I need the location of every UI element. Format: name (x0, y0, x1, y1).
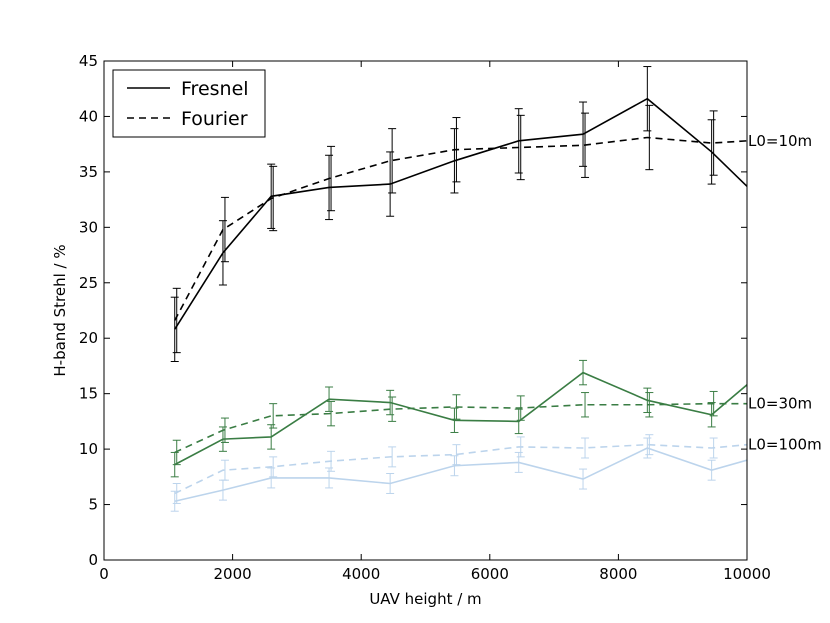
error-bar (707, 402, 716, 428)
y-tick-label: 35 (79, 163, 98, 181)
annotation-l0-2: L0=100m (748, 436, 822, 454)
series-line-fourier-1 (174, 402, 747, 454)
x-tick-label: 4000 (342, 565, 380, 583)
legend-box (112, 69, 266, 138)
plot-area (104, 61, 747, 560)
error-bar (269, 403, 278, 429)
error-bar (514, 451, 523, 473)
error-bar (170, 490, 179, 512)
error-bar (327, 145, 336, 212)
error-bar (709, 437, 718, 459)
error-bar (581, 437, 590, 459)
error-bar (220, 196, 229, 263)
x-tick-label: 10000 (723, 565, 771, 583)
error-bar (450, 455, 459, 477)
legend-label-fresnel: Fresnel (181, 78, 249, 100)
error-bar (452, 117, 461, 183)
error-bar (516, 436, 525, 458)
x-axis-label: UAV height / m (369, 590, 481, 608)
error-bar (388, 396, 397, 422)
y-axis-label: H-band Strehl / % (51, 244, 69, 376)
error-bar (172, 287, 181, 354)
error-bar (267, 424, 276, 450)
error-bar (709, 110, 718, 176)
x-tick-label: 0 (99, 565, 109, 583)
error-bar (516, 395, 525, 421)
error-bar (581, 392, 590, 418)
y-tick-label: 20 (79, 329, 98, 347)
error-bar (514, 108, 523, 174)
error-bar (581, 112, 590, 178)
legend: Fresnel Fourier (112, 69, 266, 138)
y-tick-label: 0 (88, 551, 98, 569)
error-bar (220, 417, 229, 443)
error-bar (579, 359, 588, 386)
error-bar (707, 119, 716, 185)
error-bar (170, 296, 179, 363)
error-bar (645, 392, 654, 418)
error-bar (172, 482, 181, 504)
ticks-layer: 0 2000 4000 6000 8000 10000 0 5 10 15 20 25 30 35 40 45 (79, 52, 771, 583)
annotation-l0-0: L0=10m (748, 132, 812, 150)
y-tick-label: 40 (79, 107, 98, 125)
error-bar (452, 444, 461, 466)
error-bar (267, 467, 276, 489)
error-bar (269, 456, 278, 478)
error-bar (516, 114, 525, 181)
error-bar (386, 151, 395, 217)
annotation-layer: L0=10m L0=30m L0=100m (748, 132, 822, 454)
error-bar (450, 407, 459, 433)
error-bar (325, 154, 334, 221)
error-bar (269, 165, 278, 232)
error-bar (386, 389, 395, 416)
error-bar (388, 128, 397, 194)
y-tick-label: 30 (79, 218, 98, 236)
error-bar (386, 473, 395, 494)
legend-label-fourier: Fourier (181, 108, 248, 130)
x-tick-label: 6000 (471, 565, 509, 583)
error-bar (709, 390, 718, 417)
error-bar (218, 220, 227, 286)
series-line-fourier-2 (174, 443, 747, 495)
y-tick-label: 25 (79, 274, 98, 292)
x-tick-label: 2000 (214, 565, 252, 583)
error-bar (707, 459, 716, 481)
errorbar-layer (170, 66, 718, 512)
annotation-l0-1: L0=30m (748, 395, 812, 413)
x-tick-label: 8000 (599, 565, 637, 583)
error-bar (325, 386, 334, 412)
plot-frame (103, 60, 748, 561)
error-bar (172, 439, 181, 466)
error-bar (327, 400, 336, 427)
error-bar (579, 468, 588, 490)
y-tick-label: 15 (79, 385, 98, 403)
y-tick-label: 5 (88, 496, 98, 514)
y-tick-label: 45 (79, 52, 98, 70)
error-bar (645, 434, 654, 456)
error-bar (514, 408, 523, 435)
error-bar (643, 66, 652, 132)
error-bar (645, 104, 654, 171)
error-bar (267, 163, 276, 229)
error-bar (218, 426, 227, 452)
error-bar (452, 394, 461, 420)
error-bar (388, 446, 397, 468)
error-bar (327, 450, 336, 472)
y-tick-label: 10 (79, 440, 98, 458)
error-bar (220, 459, 229, 481)
